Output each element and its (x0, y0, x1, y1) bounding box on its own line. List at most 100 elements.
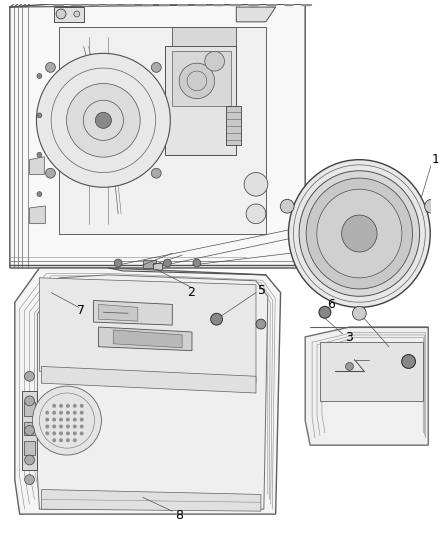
Circle shape (66, 438, 70, 442)
Circle shape (256, 319, 266, 329)
Polygon shape (41, 489, 261, 511)
Circle shape (163, 259, 171, 267)
Polygon shape (113, 330, 182, 348)
Circle shape (52, 431, 56, 435)
Circle shape (424, 199, 438, 213)
Polygon shape (172, 27, 236, 46)
Polygon shape (21, 391, 37, 470)
Circle shape (66, 431, 70, 435)
Circle shape (45, 424, 49, 429)
Circle shape (66, 418, 70, 422)
Circle shape (152, 168, 161, 178)
Circle shape (67, 84, 140, 157)
Polygon shape (152, 263, 162, 271)
Circle shape (211, 313, 223, 325)
Circle shape (280, 199, 294, 213)
Circle shape (193, 259, 201, 267)
Circle shape (36, 53, 170, 187)
Ellipse shape (289, 160, 430, 308)
Circle shape (73, 438, 77, 442)
Ellipse shape (317, 189, 402, 278)
Circle shape (59, 411, 63, 415)
Polygon shape (54, 7, 84, 22)
Circle shape (25, 425, 35, 435)
Polygon shape (10, 4, 305, 268)
Circle shape (73, 418, 77, 422)
Polygon shape (226, 106, 241, 145)
Circle shape (25, 455, 35, 465)
Text: 3: 3 (345, 332, 353, 344)
Text: 2: 2 (187, 286, 195, 299)
Polygon shape (99, 327, 192, 351)
Circle shape (45, 431, 49, 435)
Circle shape (52, 404, 56, 408)
Circle shape (37, 113, 42, 118)
Circle shape (319, 306, 331, 318)
Circle shape (66, 411, 70, 415)
Circle shape (52, 424, 56, 429)
Circle shape (402, 354, 416, 368)
Circle shape (52, 438, 56, 442)
Circle shape (59, 418, 63, 422)
Circle shape (74, 11, 80, 17)
Circle shape (114, 259, 122, 267)
Ellipse shape (342, 215, 377, 252)
Circle shape (66, 404, 70, 408)
Circle shape (179, 63, 215, 99)
Polygon shape (320, 342, 424, 401)
Circle shape (73, 411, 77, 415)
Circle shape (59, 404, 63, 408)
Circle shape (37, 74, 42, 78)
Polygon shape (39, 278, 256, 383)
Text: 6: 6 (327, 298, 335, 311)
Polygon shape (99, 304, 138, 321)
Circle shape (80, 411, 84, 415)
Text: 8: 8 (175, 508, 183, 522)
Circle shape (52, 418, 56, 422)
Circle shape (80, 431, 84, 435)
Circle shape (246, 204, 266, 224)
Circle shape (205, 51, 224, 71)
Circle shape (80, 424, 84, 429)
Circle shape (45, 418, 49, 422)
Text: 1: 1 (431, 153, 438, 166)
Circle shape (45, 411, 49, 415)
Circle shape (52, 411, 56, 415)
Circle shape (37, 152, 42, 157)
Circle shape (353, 306, 366, 320)
Polygon shape (29, 206, 45, 224)
Polygon shape (166, 46, 236, 155)
Polygon shape (41, 366, 256, 393)
Polygon shape (29, 157, 44, 174)
Ellipse shape (306, 178, 413, 289)
Circle shape (56, 9, 66, 19)
Circle shape (80, 418, 84, 422)
Circle shape (73, 424, 77, 429)
Circle shape (59, 431, 63, 435)
Polygon shape (24, 441, 35, 455)
Polygon shape (172, 51, 231, 106)
Circle shape (95, 112, 111, 128)
Circle shape (46, 168, 55, 178)
Polygon shape (37, 275, 268, 509)
Circle shape (73, 431, 77, 435)
Circle shape (25, 372, 35, 381)
Circle shape (73, 404, 77, 408)
Polygon shape (143, 260, 155, 268)
Circle shape (59, 438, 63, 442)
Circle shape (37, 192, 42, 197)
Circle shape (152, 62, 161, 72)
Circle shape (346, 362, 353, 370)
Ellipse shape (299, 171, 420, 296)
Circle shape (46, 62, 55, 72)
Text: 5: 5 (258, 284, 266, 297)
Circle shape (59, 424, 63, 429)
Polygon shape (59, 27, 266, 233)
Circle shape (32, 386, 102, 455)
Polygon shape (15, 268, 281, 514)
Circle shape (80, 404, 84, 408)
Text: 7: 7 (77, 304, 85, 317)
Circle shape (244, 173, 268, 196)
Polygon shape (94, 301, 172, 325)
Polygon shape (236, 7, 276, 22)
